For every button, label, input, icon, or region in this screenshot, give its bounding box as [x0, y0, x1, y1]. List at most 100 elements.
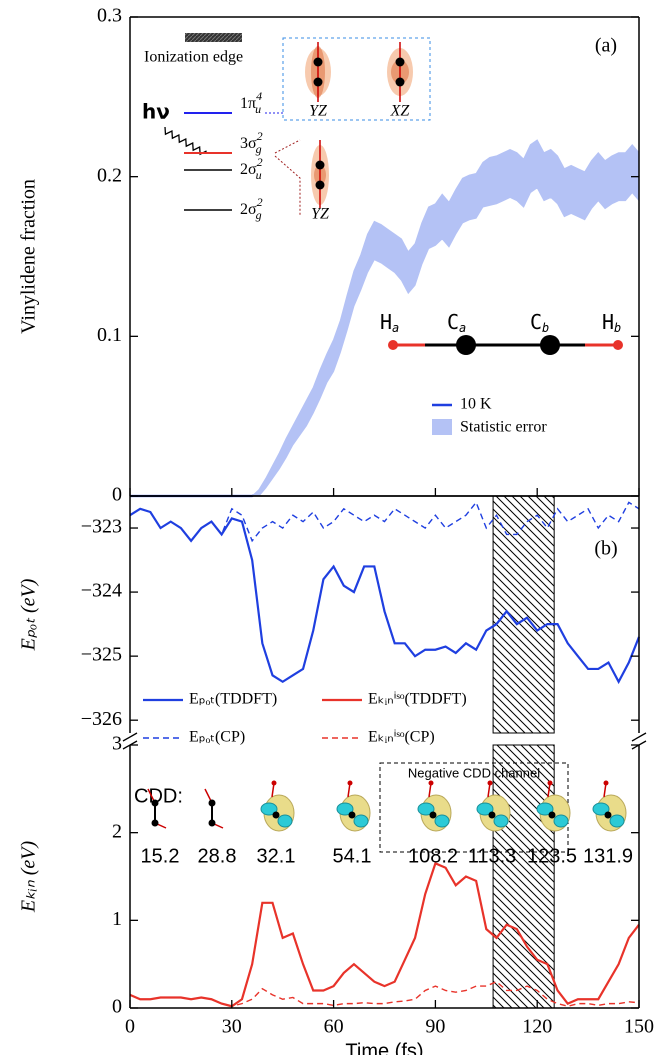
- y-axis-label: Vinylidene fraction: [18, 179, 40, 334]
- y-axis-label: Eₚₒₜ (eV): [18, 578, 40, 651]
- atom-label: Ca: [447, 310, 466, 335]
- y-tick-label: 0.3: [97, 5, 122, 27]
- cdd-isosurface: [476, 780, 511, 832]
- cdd-lobe: [434, 814, 450, 828]
- y-tick-label: 2: [112, 820, 122, 842]
- y-tick-label: 0: [112, 996, 122, 1018]
- atom-label-sub: a: [392, 321, 399, 335]
- cdd-isosurface: [336, 780, 371, 832]
- ionization-edge-bar: [185, 33, 242, 42]
- atom: [272, 811, 280, 819]
- atom: [487, 780, 493, 786]
- cdd-time: 32.1: [257, 845, 296, 867]
- orbital-label-sub: u: [256, 168, 262, 182]
- cdd-lobe: [536, 802, 554, 816]
- x-tick-label: 0: [125, 1016, 135, 1038]
- plane-label: XZ: [390, 103, 411, 120]
- orbital-label: 1π4 u: [240, 89, 262, 116]
- photon-wave: [164, 126, 207, 156]
- cdd-lobe: [592, 802, 610, 816]
- cdd-lobe: [493, 814, 509, 828]
- axis-break: [122, 740, 138, 750]
- x-tick-label: 60: [324, 1016, 344, 1038]
- orbital-label-sub: u: [255, 102, 261, 116]
- orbital-label-base: 1π: [240, 95, 256, 112]
- axis-break: [631, 740, 647, 750]
- cdd-label: CDD:: [134, 785, 183, 807]
- data-line: [129, 501, 640, 543]
- cdd-time: 131.9: [583, 845, 633, 867]
- x-tick-label: 120: [522, 1016, 552, 1038]
- atom: [347, 780, 353, 786]
- y-tick-label: 0.1: [97, 324, 122, 346]
- cdd-time: 28.8: [198, 845, 237, 867]
- atom-label: Hb: [602, 310, 621, 335]
- legend-label: Statistic error: [460, 419, 547, 436]
- cdd-lobe: [260, 802, 278, 816]
- legend-label: Eₖᵢₙⁱˢᵒ(CP): [368, 729, 435, 746]
- photon-label: hν: [142, 100, 170, 124]
- cdd-isosurface: [260, 780, 295, 832]
- cdd-time: 113.3: [468, 845, 517, 867]
- cdd-time: 15.2: [141, 845, 180, 867]
- atom: [151, 819, 159, 827]
- atom: [151, 799, 159, 807]
- orbital-label: 2σ2 g: [240, 195, 263, 222]
- atom: [208, 799, 216, 807]
- atom: [208, 819, 216, 827]
- y-tick-label: −325: [81, 644, 122, 666]
- connector: [274, 139, 301, 215]
- orbital-box: [282, 37, 431, 121]
- x-tick-label: 90: [425, 1016, 445, 1038]
- orbital-label: 2σ2 u: [240, 155, 263, 182]
- cdd-time: 123.5: [527, 845, 577, 867]
- orbital-label-sup: 2: [257, 129, 263, 143]
- legend-label: Eₚₒₜ(TDDFT): [189, 691, 277, 708]
- legend-label: 10 K: [460, 396, 492, 413]
- y-axis-label: Eₖᵢₙ (eV): [18, 841, 40, 914]
- cdd-molecule: [147, 788, 167, 829]
- y-tick-label: −326: [81, 708, 122, 730]
- y-tick-label: 0.2: [97, 164, 122, 186]
- atom: [429, 811, 437, 819]
- atom-label-base: H: [602, 310, 614, 334]
- plane-label: YZ: [309, 103, 328, 120]
- legend-swatch: [432, 419, 452, 435]
- atom: [603, 780, 609, 786]
- cdd-lobe: [553, 814, 569, 828]
- ionization-edge-label: Ionization edge: [144, 49, 243, 66]
- orbital-diagram: [164, 33, 623, 355]
- data-line: [129, 861, 640, 1008]
- y-tick-label: −324: [81, 580, 122, 602]
- atom: [428, 780, 434, 786]
- cdd-lobe: [476, 802, 494, 816]
- cdd-time: 108.2: [408, 845, 458, 867]
- cdd-lobe: [277, 814, 293, 828]
- orbital-label-sup: 2: [257, 195, 263, 209]
- molecule-orbital: [305, 42, 413, 208]
- x-tick-label: 150: [624, 1016, 654, 1038]
- legend-label: Eₖᵢₙⁱˢᵒ(TDDFT): [368, 691, 467, 708]
- cdd-lobe: [353, 814, 369, 828]
- y-tick-label: −323: [81, 516, 122, 538]
- legend-label: Eₚₒₜ(CP): [189, 729, 245, 746]
- axis-break: [122, 732, 138, 742]
- atom: [547, 780, 553, 786]
- x-tick-label: 30: [222, 1016, 242, 1038]
- cdd-molecule: [204, 788, 224, 829]
- orbital-label-sup: 4: [256, 89, 262, 103]
- plane-label: YZ: [311, 206, 330, 223]
- atom-label: Ha: [380, 310, 399, 335]
- cdd-lobe: [609, 814, 625, 828]
- atom: [488, 811, 496, 819]
- atom-label-base: C: [530, 310, 542, 334]
- orbital-label-sub: g: [256, 208, 262, 222]
- atom: [271, 780, 277, 786]
- orbital-label-sup: 2: [257, 155, 263, 169]
- atom: [548, 811, 556, 819]
- cdd-time: 54.1: [333, 845, 372, 867]
- atom-label-sub: b: [614, 321, 621, 335]
- atom-label-base: C: [447, 310, 459, 334]
